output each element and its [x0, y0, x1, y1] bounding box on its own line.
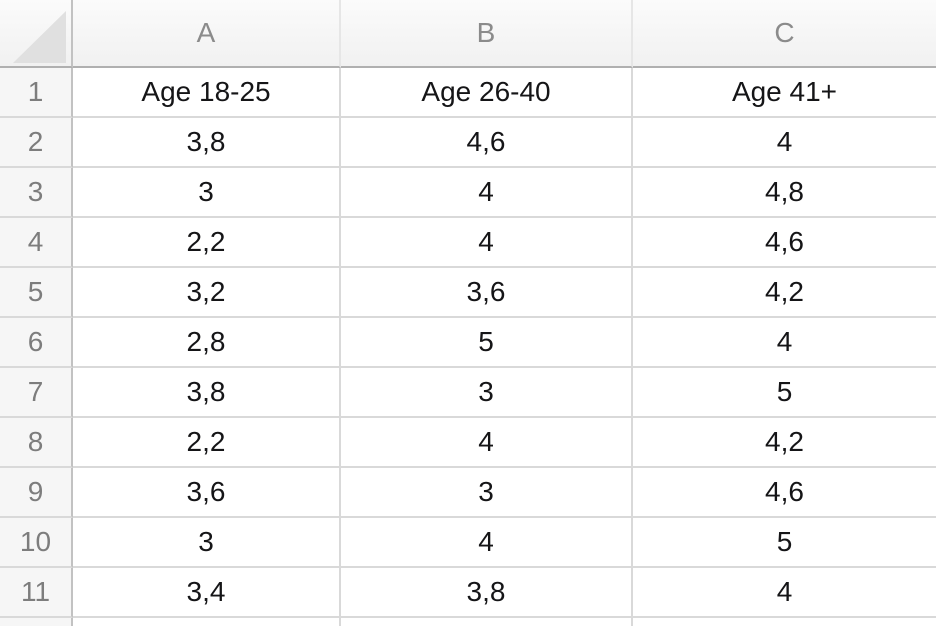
row-header-2[interactable]: 2	[0, 118, 73, 168]
cell-c7[interactable]: 5	[633, 368, 936, 418]
cell-c11[interactable]: 4	[633, 568, 936, 618]
cell-c3[interactable]: 4,8	[633, 168, 936, 218]
cell-b4[interactable]: 4	[341, 218, 633, 268]
row-header-3[interactable]: 3	[0, 168, 73, 218]
row-header-7[interactable]: 7	[0, 368, 73, 418]
cell-a1[interactable]: Age 18-25	[73, 68, 341, 118]
column-header-a[interactable]: A	[73, 0, 341, 68]
cell-b5[interactable]: 3,6	[341, 268, 633, 318]
cell-a10[interactable]: 3	[73, 518, 341, 568]
column-header-c[interactable]: C	[633, 0, 936, 68]
row-header-9[interactable]: 9	[0, 468, 73, 518]
cell-a12-partial[interactable]	[73, 618, 341, 626]
row-header-10[interactable]: 10	[0, 518, 73, 568]
cell-c12-partial[interactable]	[633, 618, 936, 626]
select-all-corner[interactable]	[0, 0, 73, 68]
cell-b9[interactable]: 3	[341, 468, 633, 518]
cell-a5[interactable]: 3,2	[73, 268, 341, 318]
cell-c10[interactable]: 5	[633, 518, 936, 568]
cell-a11[interactable]: 3,4	[73, 568, 341, 618]
row-header-4[interactable]: 4	[0, 218, 73, 268]
cell-a9[interactable]: 3,6	[73, 468, 341, 518]
cell-a2[interactable]: 3,8	[73, 118, 341, 168]
cell-b2[interactable]: 4,6	[341, 118, 633, 168]
select-all-icon	[13, 11, 66, 63]
cell-b3[interactable]: 4	[341, 168, 633, 218]
cell-c5[interactable]: 4,2	[633, 268, 936, 318]
cell-c1[interactable]: Age 41+	[633, 68, 936, 118]
cell-c4[interactable]: 4,6	[633, 218, 936, 268]
row-header-1[interactable]: 1	[0, 68, 73, 118]
cell-c2[interactable]: 4	[633, 118, 936, 168]
cell-c9[interactable]: 4,6	[633, 468, 936, 518]
cell-b11[interactable]: 3,8	[341, 568, 633, 618]
cell-a3[interactable]: 3	[73, 168, 341, 218]
cell-b8[interactable]: 4	[341, 418, 633, 468]
cell-a6[interactable]: 2,8	[73, 318, 341, 368]
cell-b10[interactable]: 4	[341, 518, 633, 568]
row-header-12-partial[interactable]	[0, 618, 73, 626]
column-header-b[interactable]: B	[341, 0, 633, 68]
cell-a4[interactable]: 2,2	[73, 218, 341, 268]
cell-a8[interactable]: 2,2	[73, 418, 341, 468]
row-header-5[interactable]: 5	[0, 268, 73, 318]
row-header-6[interactable]: 6	[0, 318, 73, 368]
row-header-11[interactable]: 11	[0, 568, 73, 618]
cell-c6[interactable]: 4	[633, 318, 936, 368]
cell-b7[interactable]: 3	[341, 368, 633, 418]
cell-b12-partial[interactable]	[341, 618, 633, 626]
row-header-8[interactable]: 8	[0, 418, 73, 468]
cell-c8[interactable]: 4,2	[633, 418, 936, 468]
cell-b6[interactable]: 5	[341, 318, 633, 368]
cell-b1[interactable]: Age 26-40	[341, 68, 633, 118]
cell-a7[interactable]: 3,8	[73, 368, 341, 418]
